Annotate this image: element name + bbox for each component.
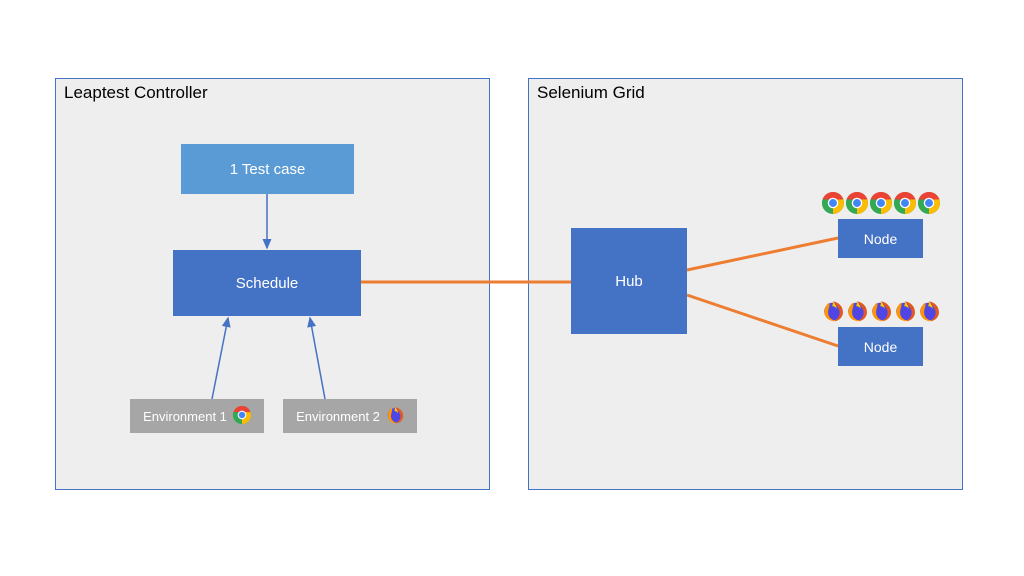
firefox-icon: [894, 300, 916, 327]
node-1-box: Node: [838, 219, 923, 258]
chrome-icon: [918, 192, 940, 219]
node-1-label: Node: [864, 231, 897, 247]
testcase-label: 1 Test case: [230, 161, 306, 178]
schedule-label: Schedule: [236, 275, 299, 292]
environment-2-label: Environment 2: [296, 409, 380, 424]
firefox-icon: [822, 300, 844, 327]
firefox-icon: [846, 300, 868, 327]
firefox-icon-row: [822, 300, 940, 327]
chrome-icon: [870, 192, 892, 219]
node-2-label: Node: [864, 339, 897, 355]
chrome-icon: [822, 192, 844, 219]
chrome-icon: [846, 192, 868, 219]
firefox-icon: [386, 406, 404, 427]
firefox-icon: [870, 300, 892, 327]
environment-1-box: Environment 1: [130, 399, 264, 433]
hub-box: Hub: [571, 228, 687, 334]
left-panel-title: Leaptest Controller: [64, 83, 208, 103]
right-panel-title: Selenium Grid: [537, 83, 645, 103]
environment-2-box: Environment 2: [283, 399, 417, 433]
schedule-box: Schedule: [173, 250, 361, 316]
node-2-box: Node: [838, 327, 923, 366]
testcase-box: 1 Test case: [181, 144, 354, 194]
hub-label: Hub: [615, 273, 643, 290]
firefox-icon: [918, 300, 940, 327]
chrome-icon-row: [822, 192, 940, 219]
chrome-icon: [894, 192, 916, 219]
chrome-icon: [233, 406, 251, 427]
environment-1-label: Environment 1: [143, 409, 227, 424]
